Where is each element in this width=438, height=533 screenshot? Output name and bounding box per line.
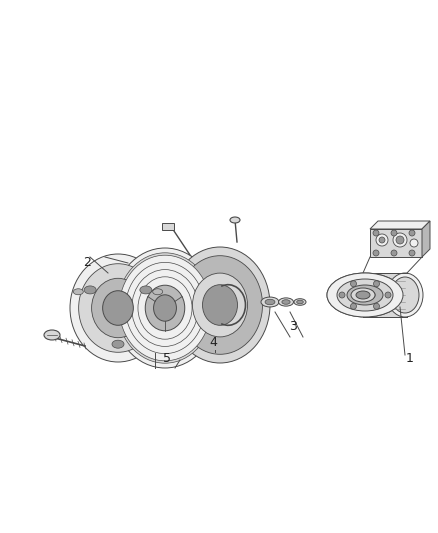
Ellipse shape [265,299,275,305]
Ellipse shape [154,295,177,321]
Ellipse shape [282,300,290,304]
Circle shape [374,303,379,309]
Circle shape [391,250,397,256]
Ellipse shape [391,277,419,313]
Ellipse shape [124,260,207,356]
Text: 4: 4 [209,335,217,349]
Text: 1: 1 [406,351,414,365]
Ellipse shape [44,330,60,340]
Ellipse shape [177,256,262,354]
Ellipse shape [356,291,370,299]
Ellipse shape [79,264,157,352]
Ellipse shape [92,278,145,338]
Ellipse shape [70,254,166,362]
Ellipse shape [327,273,403,317]
Circle shape [409,230,415,236]
Text: 3: 3 [289,320,297,334]
Ellipse shape [73,289,83,295]
Polygon shape [363,273,407,317]
Polygon shape [422,221,430,257]
Ellipse shape [112,340,124,348]
Ellipse shape [261,297,279,307]
Ellipse shape [327,273,403,317]
Polygon shape [370,221,430,229]
Polygon shape [370,229,422,257]
Ellipse shape [192,273,247,337]
Circle shape [391,230,397,236]
Ellipse shape [355,289,375,301]
Ellipse shape [297,300,303,304]
Ellipse shape [387,273,423,317]
Ellipse shape [170,247,270,363]
Circle shape [339,292,345,298]
Circle shape [409,250,415,256]
Ellipse shape [351,288,375,302]
Ellipse shape [132,270,198,346]
Ellipse shape [102,290,133,325]
Circle shape [373,230,379,236]
Ellipse shape [332,277,398,313]
Ellipse shape [202,285,237,325]
Circle shape [374,281,379,287]
Ellipse shape [84,286,96,294]
Ellipse shape [130,267,200,349]
Ellipse shape [294,298,306,305]
Circle shape [350,303,357,309]
Ellipse shape [138,277,192,339]
Ellipse shape [230,217,240,223]
Circle shape [393,233,407,247]
Ellipse shape [279,298,293,306]
Ellipse shape [119,255,211,361]
Circle shape [379,237,385,243]
Ellipse shape [145,285,185,331]
Text: 2: 2 [83,256,91,270]
Ellipse shape [113,248,217,368]
Ellipse shape [153,289,162,295]
Bar [162,223,174,230]
Ellipse shape [347,285,383,305]
Ellipse shape [136,274,194,342]
Circle shape [373,250,379,256]
Ellipse shape [140,286,152,294]
Circle shape [396,236,404,244]
Circle shape [350,281,357,287]
Ellipse shape [125,262,205,353]
Text: 5: 5 [163,351,171,365]
Circle shape [410,239,418,247]
Ellipse shape [337,279,393,311]
Circle shape [376,234,388,246]
Ellipse shape [117,253,213,363]
Circle shape [385,292,391,298]
